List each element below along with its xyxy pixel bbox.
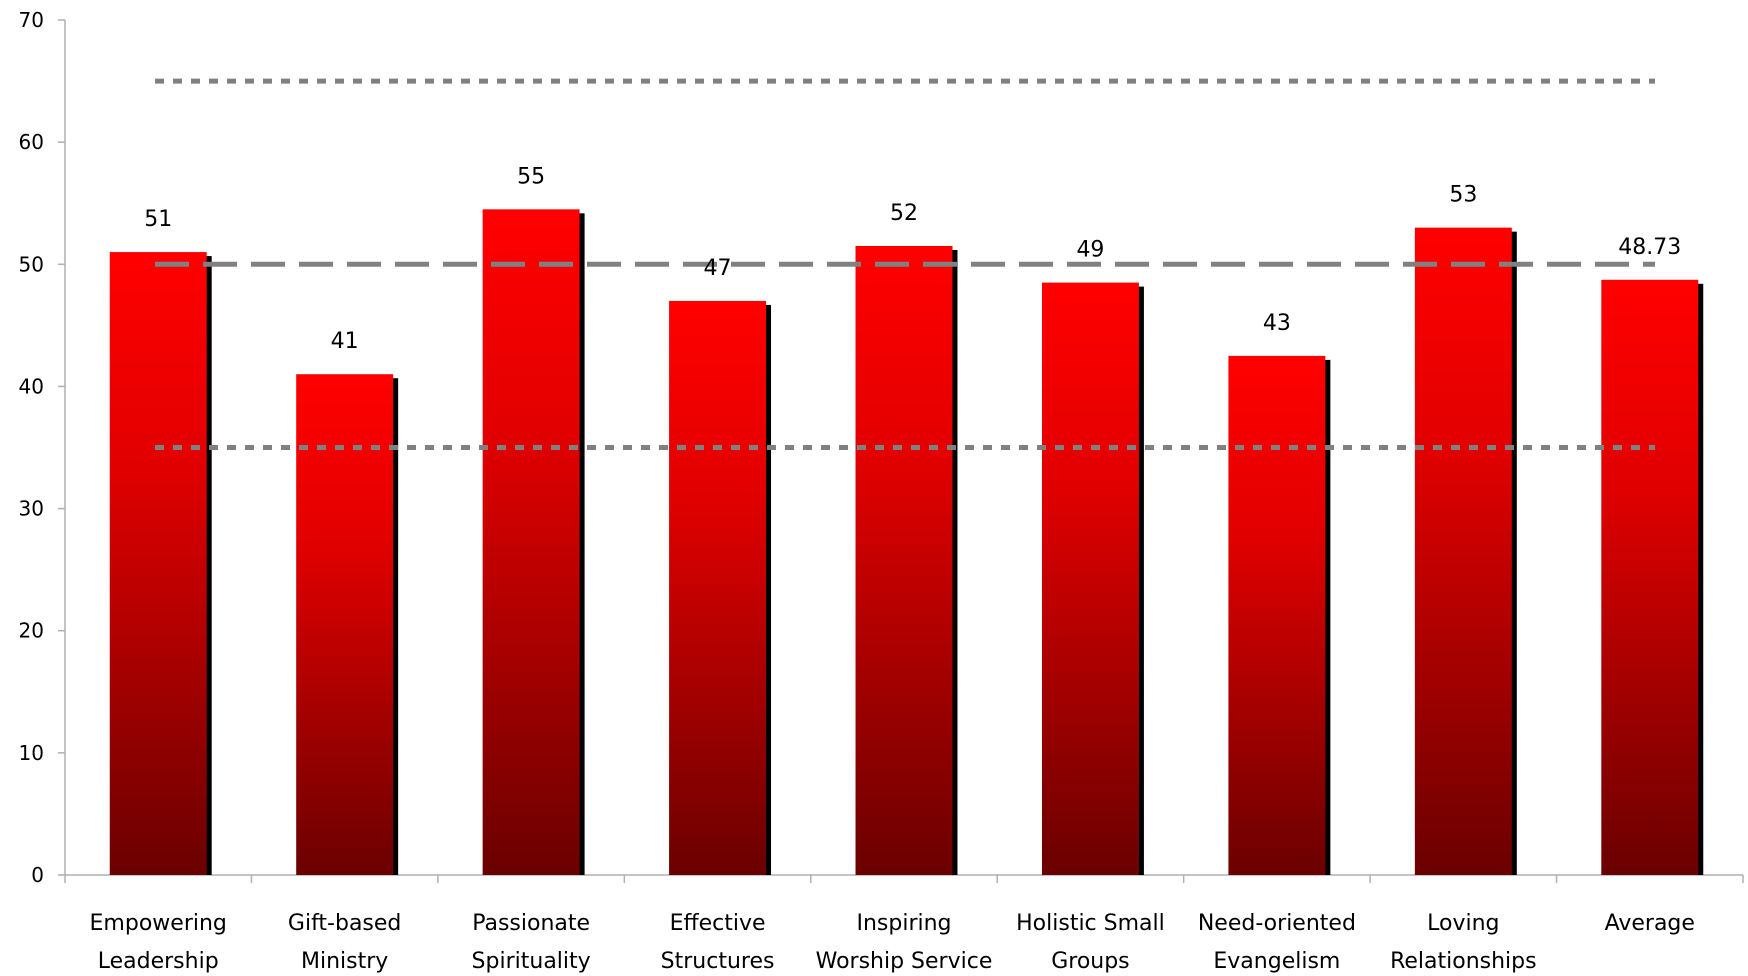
data-label: 49 (1076, 238, 1104, 263)
category-label: Need-oriented (1198, 911, 1356, 936)
category-label: Effective (670, 911, 766, 936)
reference-lines (155, 78, 1655, 450)
category-label: Groups (1051, 949, 1129, 974)
category-label: Inspiring (856, 911, 951, 936)
bar (1041, 282, 1139, 875)
data-label: 51 (144, 207, 172, 232)
bar (296, 374, 394, 875)
category-label: Passionate (472, 911, 590, 936)
y-tick-label: 60 (19, 130, 44, 154)
bar (109, 252, 207, 876)
data-labels: 51 41 55 47 52 49 43 53 48.73 (144, 164, 1681, 354)
category-label: Ministry (301, 949, 388, 974)
bar (669, 300, 767, 875)
bar (1414, 227, 1512, 876)
category-label: Leadership (98, 949, 219, 974)
category-label: Average (1605, 911, 1695, 936)
data-label: 47 (704, 256, 732, 281)
data-label: 43 (1263, 311, 1291, 336)
data-label: 55 (517, 164, 545, 189)
y-tick-label: 20 (19, 619, 44, 643)
y-tick-label: 40 (19, 374, 44, 398)
y-tick-label: 70 (19, 8, 44, 32)
bar (855, 245, 953, 875)
y-axis-ticks: 0 10 20 30 40 50 60 70 (19, 8, 65, 887)
y-tick-label: 50 (19, 252, 44, 276)
bar (482, 209, 580, 876)
data-label: 53 (1449, 183, 1477, 208)
bar (1228, 355, 1326, 876)
y-tick-label: 0 (31, 863, 44, 887)
data-label: 41 (331, 329, 359, 354)
category-labels: Empowering Leadership Gift-based Ministry Pa… (90, 911, 1695, 974)
data-label: 48.73 (1618, 235, 1681, 260)
category-label: Holistic Small (1016, 911, 1165, 936)
category-label: Empowering (90, 911, 227, 936)
bars (109, 209, 1704, 876)
category-label: Worship Service (816, 949, 993, 974)
category-label: Loving (1427, 911, 1499, 936)
bar (1601, 279, 1699, 875)
category-label: Evangelism (1213, 949, 1340, 974)
category-label: Structures (661, 949, 775, 974)
y-tick-label: 10 (19, 741, 44, 765)
y-tick-label: 30 (19, 497, 44, 521)
category-label: Relationships (1390, 949, 1537, 974)
category-label: Gift-based (288, 911, 402, 936)
category-label: Spirituality (472, 949, 591, 974)
data-label: 52 (890, 201, 918, 226)
